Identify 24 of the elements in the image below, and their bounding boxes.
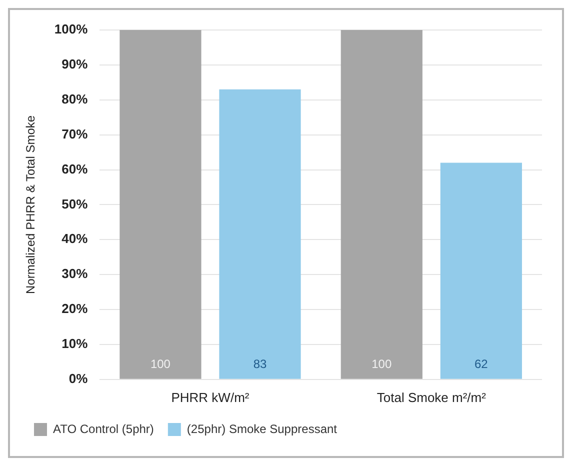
y-tick-label: 0% bbox=[68, 370, 88, 386]
y-tick-label: 100% bbox=[54, 22, 88, 37]
x-tick-label: Total Smoke m²/m² bbox=[376, 390, 487, 405]
y-tick-label: 20% bbox=[62, 301, 88, 316]
y-tick-label: 60% bbox=[62, 161, 88, 176]
data-label: 100 bbox=[150, 357, 171, 372]
data-label: 62 bbox=[474, 357, 488, 372]
legend-label: (25phr) Smoke Suppressant bbox=[186, 422, 338, 436]
y-tick-label: 50% bbox=[62, 196, 88, 212]
y-tick-label: 90% bbox=[62, 56, 88, 72]
data-label: 100 bbox=[372, 357, 392, 372]
y-axis-title: Normalized PHRR & Total Smoke bbox=[24, 115, 38, 294]
bar bbox=[440, 162, 522, 379]
y-tick-label: 80% bbox=[62, 91, 88, 106]
y-tick-label: 10% bbox=[62, 336, 88, 352]
y-tick-label: 40% bbox=[62, 231, 88, 246]
legend-label: ATO Control (5phr) bbox=[53, 422, 154, 436]
y-tick-label: 70% bbox=[62, 126, 88, 142]
y-tick-label: 30% bbox=[62, 266, 88, 282]
bar bbox=[340, 30, 422, 379]
data-label: 83 bbox=[253, 357, 267, 372]
bar bbox=[219, 89, 301, 379]
x-tick-label: PHRR kW/m² bbox=[171, 390, 250, 405]
bar bbox=[120, 30, 202, 379]
